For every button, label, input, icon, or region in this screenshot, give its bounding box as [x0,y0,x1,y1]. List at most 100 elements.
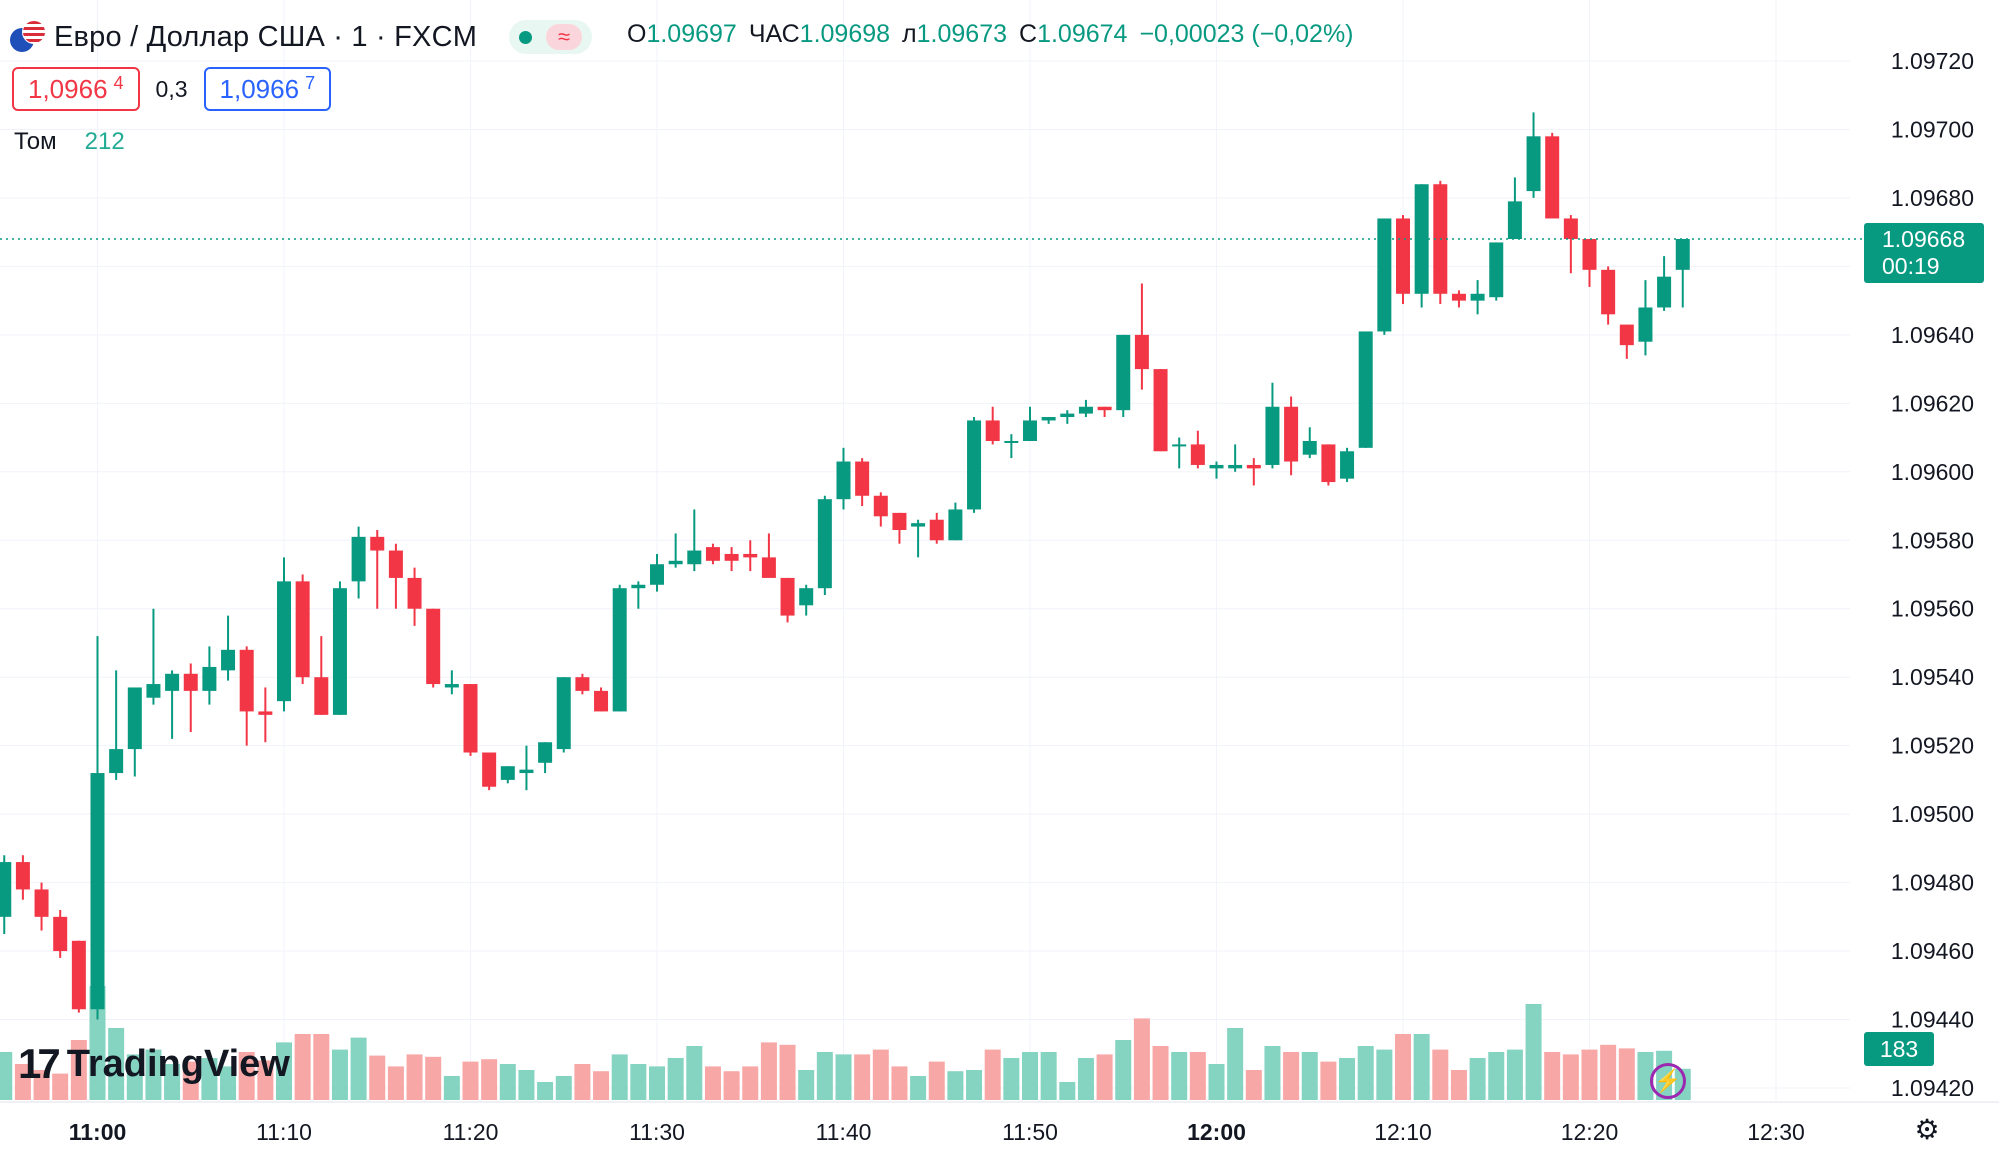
candle-body [612,588,627,712]
candle-body [444,684,459,688]
volume-label: Том [14,128,57,155]
candle-body [314,677,329,715]
candle-body [1228,464,1243,469]
candle-body [332,588,347,715]
market-status-pill[interactable]: ≈ [509,20,593,54]
volume-bar [1022,1052,1038,1100]
time-tick-label: 11:50 [1002,1119,1058,1145]
candle-body [295,581,310,678]
volume-bar [164,1064,181,1100]
candle-body [1172,444,1187,447]
candle-body [575,677,590,691]
candle-body [724,553,739,561]
volume-bar [182,1061,199,1100]
volume-bar [947,1071,964,1100]
candle-body [1377,218,1392,332]
price-tick-label: 1.09520 [1891,733,1974,759]
candle-body [407,577,422,609]
volume-bar [425,1056,442,1100]
price-tick-label: 1.09620 [1891,390,1974,416]
volume-bar [108,1028,125,1100]
candle-body [183,673,198,691]
grid-lines [0,0,1850,1100]
candle-body [1004,440,1019,443]
volume-bar [966,1070,983,1100]
price-tick-label: 1.09480 [1891,870,1974,896]
volume-bar [126,1054,143,1100]
candle-body [1246,464,1261,469]
volume-bar [1525,1004,1542,1100]
volume-bar [1600,1044,1617,1100]
volume-bar [816,1052,833,1100]
ohlc-high: ЧАС1.09698 [748,20,891,48]
volume-bar [779,1044,796,1100]
price-tick-label: 1.09540 [1891,664,1974,690]
volume-bar [910,1076,927,1100]
volume-bar [201,1058,218,1100]
volume-bar [928,1061,945,1100]
candle-body [1041,417,1056,421]
tradingview-logo[interactable]: 17 TradingView [18,1040,290,1088]
buy-button[interactable]: 1,0966 7 [203,67,332,111]
candle-body [1060,413,1075,418]
candle-body [127,687,142,750]
candle-body [1116,334,1131,411]
ohlc-close: С1.09674 [1019,20,1128,48]
volume-bar [406,1054,423,1100]
candle-body [1396,218,1410,294]
volume-bar [52,1073,69,1100]
volume-bar [649,1066,665,1100]
symbol-title[interactable]: Евро / Доллар США · 1 · FXCM [54,20,478,53]
candle-body [370,536,385,551]
time-tick-label: 11:40 [816,1119,872,1145]
candle-body [1153,369,1168,452]
data-delay-icon[interactable]: ≈ [546,24,583,50]
candle-body [34,889,49,917]
candle-body [1265,406,1280,465]
volume-bar [33,1070,50,1100]
candle-body [1451,293,1466,301]
time-tick-label: 11:00 [69,1119,127,1145]
candle-body [239,649,254,712]
bar-countdown: 00:19 [1882,253,1940,279]
candle-body [1078,406,1093,414]
volume-bar [742,1066,759,1100]
gear-icon[interactable]: ⚙ [1914,1114,1940,1145]
price-tick-label: 1.09680 [1891,185,1974,211]
candle-body [53,916,68,952]
price-axis[interactable]: 1.097201.097001.096801.096601.096401.096… [1891,48,1974,1101]
lightning-icon[interactable]: ⚡ [1650,1063,1686,1099]
volume-bar [872,1049,889,1100]
time-tick-label: 11:20 [443,1119,499,1145]
ohlc-change: −0,00023 (−0,02%) [1139,20,1354,48]
volume-bar [313,1034,330,1100]
volume-bar [1488,1052,1505,1100]
candle-body [538,742,553,763]
candle-body [146,684,161,698]
candle-body [1507,201,1522,240]
price-tick-label: 1.09500 [1891,801,1974,827]
volume-bar [1469,1058,1486,1100]
candle-body [0,862,12,917]
market-open-dot [519,30,533,44]
price-tick-label: 1.09700 [1891,116,1974,142]
time-tick-label: 12:20 [1561,1119,1619,1145]
candle-body [482,752,497,787]
volume-bar [1245,1070,1262,1100]
volume-bar [0,1052,13,1100]
time-axis[interactable]: 11:00 11:10 11:20 11:30 11:40 11:50 12:00 12:10… [69,1119,1805,1145]
time-tick-label: 11:30 [629,1119,685,1145]
sell-button[interactable]: 1,0966 4 [12,67,140,111]
spread-value: 0,3 [155,75,188,102]
volume-bar [1264,1046,1281,1100]
last-price-value: 1.09668 [1882,226,1966,252]
candle-body [705,547,720,561]
candle-body [1657,276,1672,308]
volume-bar [686,1046,703,1100]
price-tick-label: 1.09600 [1891,459,1974,485]
volume-bar [1395,1034,1411,1100]
candle-body [351,536,366,582]
volume-bar [1227,1028,1244,1100]
volume-bar [1450,1070,1467,1100]
